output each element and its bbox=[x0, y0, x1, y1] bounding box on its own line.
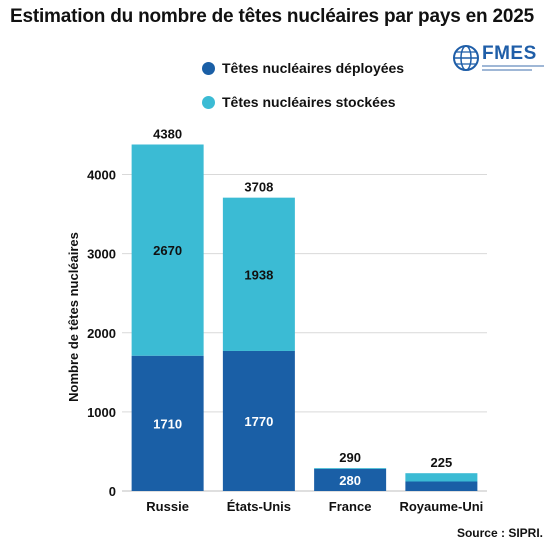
x-category-label: Royaume-Uni bbox=[399, 499, 483, 514]
logo-tagline-line bbox=[482, 65, 544, 67]
y-tick-label: 4000 bbox=[87, 168, 116, 183]
bar-segment bbox=[405, 473, 478, 482]
logo-tagline-line bbox=[482, 69, 532, 71]
legend-swatch-deployed bbox=[202, 62, 215, 75]
x-category-label: États-Unis bbox=[227, 499, 291, 514]
y-tick-label: 2000 bbox=[87, 326, 116, 341]
total-label: 3708 bbox=[244, 180, 273, 195]
legend-label-deployed: Têtes nucléaires déployées bbox=[222, 60, 405, 76]
x-category-label: Russie bbox=[146, 499, 189, 514]
data-label: 1938 bbox=[244, 267, 273, 282]
legend-label-stored: Têtes nucléaires stockées bbox=[222, 94, 396, 110]
total-label: 225 bbox=[431, 455, 453, 470]
bar-segment bbox=[222, 350, 295, 491]
data-label: 1770 bbox=[244, 414, 273, 429]
logo-text: FMES bbox=[482, 43, 537, 64]
y-tick-label: 0 bbox=[109, 484, 116, 499]
y-tick-label: 3000 bbox=[87, 247, 116, 262]
total-label: 4380 bbox=[153, 126, 182, 141]
bar-segment bbox=[405, 481, 478, 491]
bar-segment bbox=[131, 355, 204, 491]
y-tick-label: 1000 bbox=[87, 405, 116, 420]
data-label: 2670 bbox=[153, 243, 182, 258]
legend-swatch-stored bbox=[202, 96, 215, 109]
bar-segment bbox=[131, 144, 204, 356]
chart-title: Estimation du nombre de têtes nucléaires… bbox=[10, 6, 534, 27]
fmes-logo: FMES bbox=[452, 42, 547, 74]
data-label: 280 bbox=[339, 473, 361, 488]
source-note: Source : SIPRI. bbox=[456, 526, 543, 540]
bar-segment bbox=[314, 468, 387, 491]
globe-icon bbox=[453, 45, 479, 71]
total-label: 290 bbox=[339, 450, 361, 465]
bar-segment bbox=[222, 197, 295, 351]
data-label: 1710 bbox=[153, 416, 182, 431]
y-axis-label: Nombre de têtes nucléaires bbox=[66, 232, 81, 402]
bar-segment bbox=[314, 468, 387, 469]
x-category-label: France bbox=[329, 499, 372, 514]
